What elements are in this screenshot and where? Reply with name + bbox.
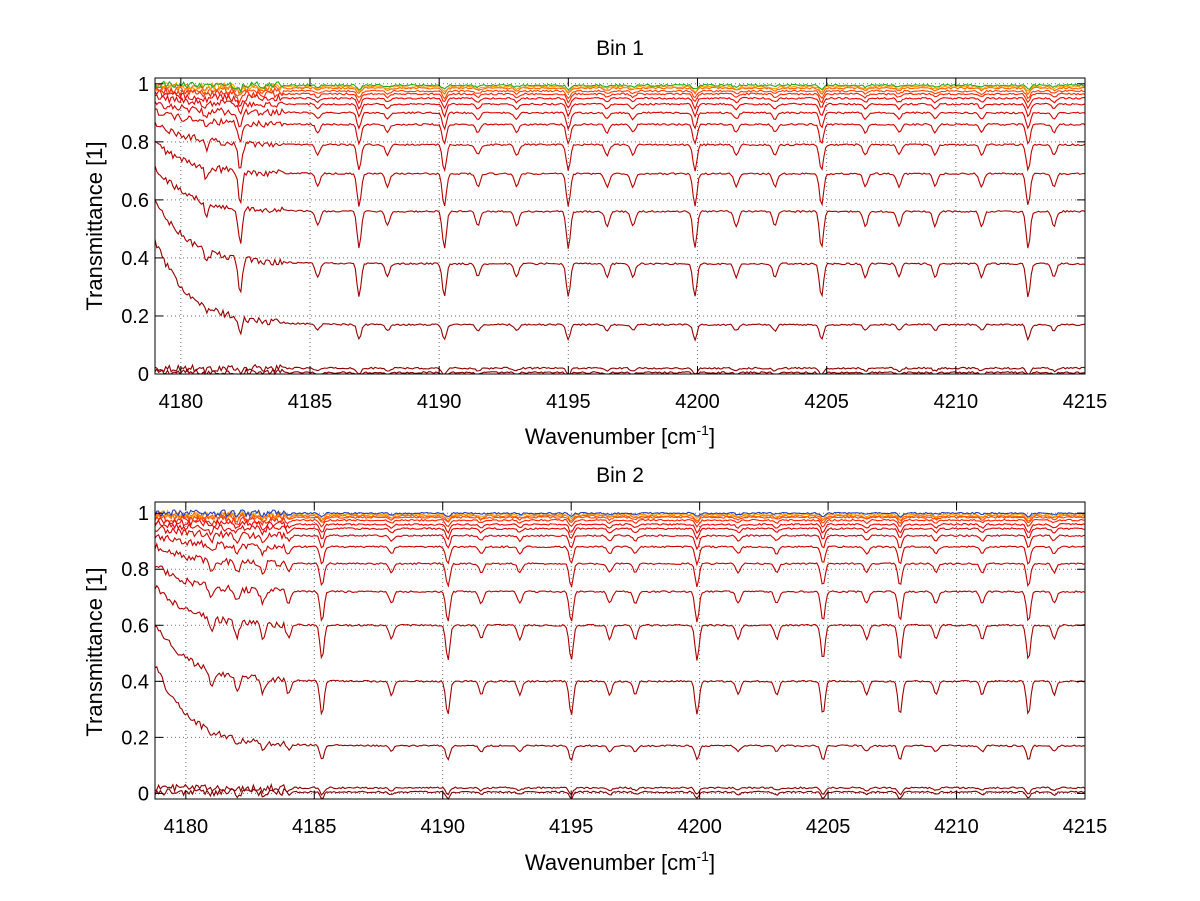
- series-line: [154, 509, 1086, 518]
- series-line: [154, 367, 1086, 376]
- series-line: [154, 625, 1086, 716]
- chart-title: Bin 2: [596, 464, 644, 487]
- series-line: [154, 239, 1086, 342]
- series-group: [154, 80, 1086, 376]
- series-line: [154, 514, 1086, 528]
- series-line: [154, 83, 1086, 96]
- x-axis-label: Wavenumber [cm-1]: [525, 848, 715, 875]
- series-line: [154, 666, 1086, 762]
- series-line: [154, 788, 1086, 800]
- series-line: [154, 542, 1086, 589]
- plot-frame: [154, 501, 1086, 800]
- x-tick-label: 4185: [292, 816, 337, 838]
- series-line: [154, 565, 1086, 623]
- x-tick-label: 4195: [546, 391, 591, 413]
- subplot-bin-1: Bin 1 4180 4185 4190 4195 4200 4205 4210 4215 0 0…: [82, 37, 1107, 449]
- series-line: [154, 782, 1086, 796]
- x-tick-label: 4190: [420, 816, 465, 838]
- series-line: [154, 122, 1086, 173]
- x-tick-label: 4180: [159, 391, 204, 413]
- y-tick-label: 0.8: [121, 132, 149, 154]
- x-tick-label: 4200: [675, 391, 720, 413]
- series-line: [155, 108, 1086, 146]
- plot-frame: [154, 77, 1086, 375]
- series-line: [154, 94, 1086, 119]
- y-tick-label: 1: [138, 503, 149, 525]
- series-line: [154, 516, 1086, 535]
- series-line: [154, 584, 1086, 661]
- series-line: [154, 511, 1086, 523]
- y-tick-label: 1: [138, 74, 149, 96]
- ticks: 4180 4185 4190 4195 4200 4205 4210 4215 0 0.2 0.4 0…: [121, 74, 1107, 413]
- x-tick-label: 4180: [164, 816, 209, 838]
- series-line: [154, 86, 1086, 105]
- y-axis-label: Transmittance [1]: [82, 141, 107, 310]
- x-tick-label: 4215: [1063, 391, 1108, 413]
- y-tick-label: 0.6: [121, 615, 149, 637]
- y-tick-label: 0.2: [121, 306, 149, 328]
- series-line: [154, 534, 1086, 567]
- subplot-bin-2: Bin 2 4180 4185 4190 4195 4200 4205 4210 4215 0 0…: [82, 464, 1107, 875]
- series-group: [154, 508, 1086, 800]
- series-line: [154, 81, 1086, 95]
- series-line: [154, 525, 1086, 551]
- x-tick-label: 4185: [288, 391, 333, 413]
- x-tick-label: 4205: [804, 391, 849, 413]
- x-tick-label: 4205: [806, 816, 851, 838]
- y-tick-label: 0: [138, 783, 149, 805]
- y-axis-label: Transmittance [1]: [82, 567, 107, 736]
- y-tick-label: 0: [138, 364, 149, 386]
- x-axis-label: Wavenumber [cm-1]: [525, 422, 715, 449]
- x-tick-label: 4210: [934, 391, 979, 413]
- x-tick-label: 4195: [549, 816, 594, 838]
- y-tick-label: 0.6: [121, 190, 149, 212]
- x-tick-label: 4210: [934, 816, 979, 838]
- x-tick-label: 4200: [677, 816, 722, 838]
- y-tick-label: 0.2: [121, 727, 149, 749]
- series-line: [154, 85, 1086, 100]
- series-line: [154, 101, 1086, 131]
- chart-title: Bin 1: [596, 37, 644, 60]
- ticks: 4180 4185 4190 4195 4200 4205 4210 4215 0 0.2 0.4 0…: [121, 502, 1107, 838]
- y-tick-label: 0.4: [121, 248, 149, 270]
- grid: [155, 78, 1086, 375]
- y-tick-label: 0.8: [121, 559, 149, 581]
- series-line: [154, 165, 1086, 249]
- x-tick-label: 4215: [1063, 816, 1108, 838]
- x-tick-label: 4190: [417, 391, 462, 413]
- y-tick-label: 0.4: [121, 671, 149, 693]
- series-line: [154, 140, 1085, 207]
- series-line: [154, 199, 1086, 298]
- series-line: [154, 519, 1086, 541]
- series-line: [154, 90, 1086, 111]
